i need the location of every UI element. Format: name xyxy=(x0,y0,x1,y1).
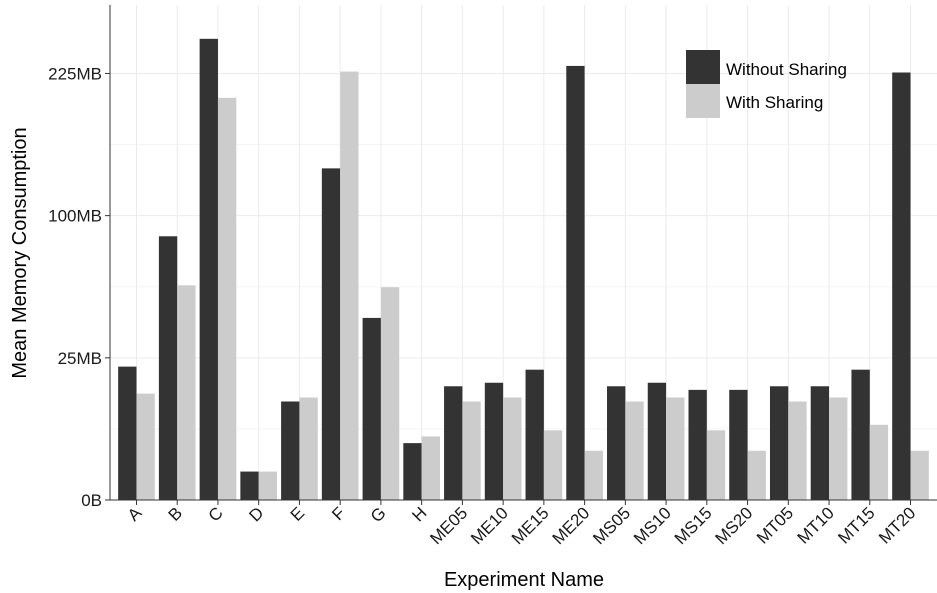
x-tick-label: MT15 xyxy=(834,503,878,547)
x-tick-labels: A B C D E F G HME05ME10ME15ME20MS05MS10MS15MS20… xyxy=(124,503,919,548)
bar-with-sharing-f xyxy=(340,71,359,501)
bar-without-sharing-mt20 xyxy=(892,72,911,500)
bar-without-sharing-me10 xyxy=(484,382,504,500)
x-axis-title: Experiment Name xyxy=(444,569,604,591)
y-tick-label: 225MB xyxy=(48,64,102,83)
bar-without-sharing-ms15 xyxy=(688,389,707,500)
axes-group xyxy=(105,5,937,505)
bar-with-sharing-mt20 xyxy=(910,450,929,500)
bar-with-sharing-ms10 xyxy=(666,397,685,500)
bar-without-sharing-ms05 xyxy=(607,386,626,500)
bar-without-sharing-mt05 xyxy=(769,386,789,500)
x-tick-label: A xyxy=(124,503,146,525)
bar-with-sharing-mt05 xyxy=(788,401,807,500)
bar-with-sharing-ms20 xyxy=(747,450,766,500)
bar-without-sharing-g xyxy=(362,317,381,500)
x-tick-label: MT05 xyxy=(753,503,797,547)
x-tick-label: MT10 xyxy=(794,503,838,547)
bar-without-sharing-mt10 xyxy=(810,386,830,500)
bar-with-sharing-mt15 xyxy=(869,424,889,500)
bar-with-sharing-me10 xyxy=(503,397,522,500)
bar-with-sharing-mt10 xyxy=(829,397,848,500)
legend-label-without-sharing: Without Sharing xyxy=(726,60,847,79)
bar-without-sharing-e xyxy=(281,401,300,500)
bar-with-sharing-d xyxy=(258,471,278,500)
legend: Without Sharing With Sharing xyxy=(686,50,847,118)
bar-with-sharing-h xyxy=(421,436,440,500)
bar-with-sharing-g xyxy=(380,287,400,500)
x-tick-label: B xyxy=(165,503,186,524)
bar-with-sharing-me20 xyxy=(584,450,603,500)
y-axis-title: Mean Memory Consumption xyxy=(9,127,31,378)
bar-without-sharing-f xyxy=(321,168,341,500)
x-tick-label: F xyxy=(328,503,349,524)
bar-without-sharing-ms10 xyxy=(647,382,667,500)
x-tick-label: D xyxy=(245,503,267,525)
y-tick-label: 25MB xyxy=(58,349,102,368)
bar-with-sharing-me05 xyxy=(462,401,481,500)
x-tick-label: MS10 xyxy=(630,503,675,548)
bar-without-sharing-d xyxy=(240,471,259,500)
y-tick-label: 100MB xyxy=(48,207,102,226)
bar-without-sharing-me20 xyxy=(566,65,585,501)
bar-with-sharing-b xyxy=(177,285,196,500)
x-tick-label: MS05 xyxy=(589,503,634,548)
y-tick-labels: 0B 25MB 100MB 225MB xyxy=(48,64,102,510)
x-tick-label: C xyxy=(205,503,227,525)
x-tick-label: G xyxy=(367,503,390,526)
x-tick-label: ME05 xyxy=(426,503,471,548)
bar-without-sharing-mt15 xyxy=(851,369,870,500)
bar-without-sharing-b xyxy=(158,236,178,500)
bar-without-sharing-a xyxy=(118,366,137,500)
x-tick-label: ME10 xyxy=(467,503,512,548)
x-tick-label: MS15 xyxy=(671,503,716,548)
bar-with-sharing-me15 xyxy=(543,430,563,500)
x-tick-label: ME20 xyxy=(549,503,594,548)
bar-without-sharing-ms20 xyxy=(729,389,748,500)
x-tick-label: MS20 xyxy=(712,503,757,548)
bars-group xyxy=(118,38,929,501)
legend-label-with-sharing: With Sharing xyxy=(726,93,823,112)
bar-without-sharing-h xyxy=(403,443,422,500)
bar-with-sharing-e xyxy=(299,397,318,500)
bar-with-sharing-ms05 xyxy=(625,401,644,500)
x-tick-label: MT20 xyxy=(875,503,919,547)
legend-swatch-without-sharing xyxy=(686,50,720,84)
bar-with-sharing-c xyxy=(217,97,237,500)
bar-with-sharing-ms15 xyxy=(706,430,726,500)
bar-without-sharing-c xyxy=(199,38,218,500)
y-tick-label: 0B xyxy=(81,491,102,510)
bar-without-sharing-me15 xyxy=(525,369,544,500)
x-tick-label: H xyxy=(408,503,430,525)
bar-with-sharing-a xyxy=(136,393,155,500)
legend-swatch-with-sharing xyxy=(686,84,720,118)
x-tick-label: E xyxy=(287,503,308,524)
bar-without-sharing-me05 xyxy=(444,386,463,500)
x-tick-label: ME15 xyxy=(508,503,553,548)
